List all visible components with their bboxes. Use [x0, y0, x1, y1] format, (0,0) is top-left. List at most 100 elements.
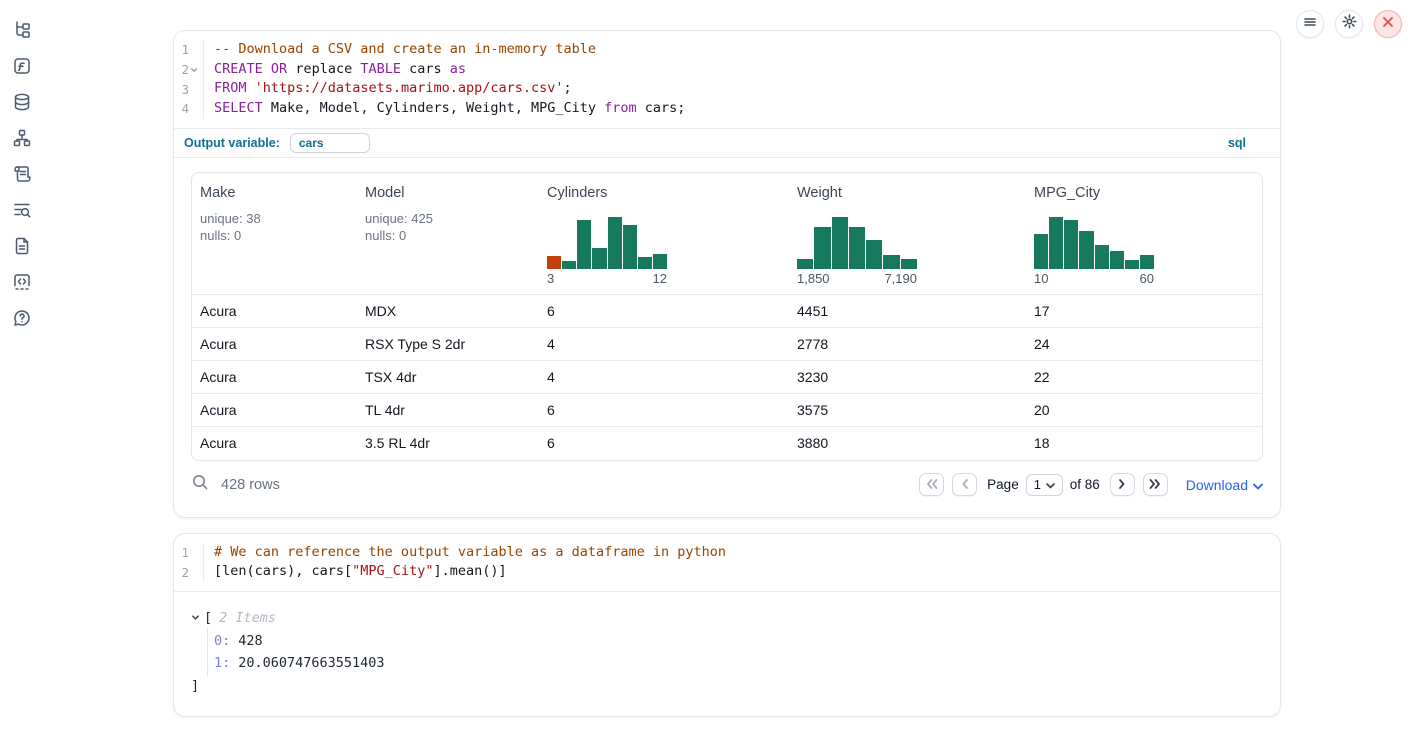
sql-editor[interactable]: 1 2 3 4 -- Download a CSV and create an … [174, 31, 1280, 129]
next-page-button[interactable] [1110, 473, 1135, 496]
hist-max-label: 12 [653, 271, 667, 286]
hist-max-label: 7,190 [884, 271, 917, 286]
column-header-cylinders[interactable]: Cylinders 3 12 [539, 173, 789, 294]
file-tree-icon [12, 20, 32, 45]
page-select[interactable]: 1 [1026, 474, 1063, 496]
histogram-bar [608, 217, 622, 269]
network-icon [12, 128, 32, 153]
entry-value: 20.060747663551403 [238, 655, 384, 671]
sidebar [0, 0, 44, 729]
settings-button[interactable] [1335, 10, 1363, 38]
nulls-stat: nulls: 0 [365, 227, 531, 244]
output-variable-label: Output variable: [184, 136, 280, 150]
python-output: [ 2 Items 0: 428 1: 20.060747663551403 ] [174, 592, 1280, 716]
prev-page-button[interactable] [952, 473, 977, 496]
sidebar-item-scratchpad[interactable] [12, 166, 32, 186]
histogram-bar [1140, 255, 1154, 269]
cylinders-histogram[interactable] [547, 213, 667, 269]
histogram-bar [1110, 251, 1124, 269]
table-row[interactable]: Acura TL 4dr 6 3575 20 [192, 394, 1262, 427]
code-box-icon [12, 272, 32, 297]
list-search-icon [12, 200, 32, 225]
column-header-model[interactable]: Model unique: 425 nulls: 0 [357, 173, 539, 294]
tree-entry[interactable]: 1: 20.060747663551403 [214, 652, 1264, 674]
histogram-bar [866, 240, 882, 269]
search-icon[interactable] [191, 473, 209, 496]
page-select-value: 1 [1034, 477, 1041, 492]
sql-code[interactable]: -- Download a CSV and create an in-memor… [204, 40, 1280, 119]
sidebar-item-file-tree[interactable] [12, 22, 32, 42]
line-number: 1 [181, 42, 189, 57]
hist-max-label: 60 [1140, 271, 1154, 286]
histogram-bar [797, 259, 813, 269]
chevron-down-icon [1253, 477, 1263, 493]
table-footer: 428 rows Page 1 of 86 [174, 461, 1280, 517]
document-icon [12, 236, 32, 261]
gear-icon [1342, 14, 1357, 34]
sidebar-item-dependency-graph[interactable] [12, 130, 32, 150]
output-variable-row: Output variable: sql [174, 129, 1280, 158]
sidebar-item-datasources[interactable] [12, 94, 32, 114]
column-header-weight[interactable]: Weight 1,850 7,190 [789, 173, 1026, 294]
line-number: 2 [181, 62, 189, 77]
sidebar-item-logs[interactable] [12, 202, 32, 222]
menu-button[interactable] [1296, 10, 1324, 38]
table-row[interactable]: Acura RSX Type S 2dr 4 2778 24 [192, 328, 1262, 361]
sidebar-item-snippets[interactable] [12, 274, 32, 294]
sidebar-item-variables[interactable] [12, 58, 32, 78]
histogram-bar [901, 259, 917, 269]
python-cell: 1 2 # We can reference the output variab… [173, 533, 1281, 717]
collapse-chevron-icon[interactable] [191, 610, 200, 626]
table-row[interactable]: Acura TSX 4dr 4 3230 22 [192, 361, 1262, 394]
python-code[interactable]: # We can reference the output variable a… [204, 543, 1280, 582]
line-number: 3 [181, 82, 189, 97]
chevron-left-icon [961, 476, 969, 494]
open-bracket: [ [204, 610, 212, 626]
pagination: Page 1 of 86 Download [919, 473, 1263, 496]
close-bracket: ] [191, 678, 199, 694]
output-variable-input[interactable] [290, 133, 370, 153]
help-icon [12, 308, 32, 333]
database-icon [12, 92, 32, 117]
histogram-bar [1125, 260, 1139, 269]
histogram-bar [1049, 217, 1063, 269]
histogram-bar [883, 255, 899, 269]
table-row[interactable]: Acura 3.5 RL 4dr 6 3880 18 [192, 427, 1262, 460]
close-button[interactable] [1374, 10, 1402, 38]
histogram-bar [1079, 231, 1093, 269]
histogram-bar [638, 257, 652, 269]
chevrons-right-icon [1149, 476, 1161, 494]
first-page-button[interactable] [919, 473, 944, 496]
scroll-icon [12, 164, 32, 189]
python-editor[interactable]: 1 2 # We can reference the output variab… [174, 534, 1280, 592]
column-header-make[interactable]: Make unique: 38 nulls: 0 [192, 173, 357, 294]
entry-key: 1: [214, 655, 230, 671]
mpg-city-histogram[interactable] [1034, 213, 1154, 269]
table-row[interactable]: Acura MDX 6 4451 17 [192, 295, 1262, 328]
hist-min-label: 3 [547, 271, 554, 286]
sidebar-item-help[interactable] [12, 310, 32, 330]
table-zone: Make unique: 38 nulls: 0 Model unique: 4… [174, 158, 1280, 461]
fold-chevron-icon[interactable] [190, 66, 199, 74]
histogram-bar [547, 256, 561, 269]
tree-items: 0: 428 1: 20.060747663551403 [207, 628, 1264, 676]
column-header-mpg-city[interactable]: MPG_City 10 60 [1026, 173, 1262, 294]
line-number-gutter: 1 2 [174, 543, 204, 582]
sidebar-item-documentation[interactable] [12, 238, 32, 258]
download-label: Download [1186, 477, 1248, 493]
weight-histogram[interactable] [797, 213, 917, 269]
histogram-bar [849, 227, 865, 269]
close-icon [1382, 15, 1394, 33]
function-icon [12, 56, 32, 81]
last-page-button[interactable] [1143, 473, 1168, 496]
result-table: Make unique: 38 nulls: 0 Model unique: 4… [191, 172, 1263, 461]
download-button[interactable]: Download [1186, 477, 1263, 493]
line-number: 2 [181, 565, 189, 580]
histogram-bar [653, 254, 667, 269]
tree-entry[interactable]: 0: 428 [214, 630, 1264, 652]
chevrons-left-icon [926, 476, 938, 494]
histogram-bar [592, 248, 606, 269]
chevron-down-icon [1046, 477, 1055, 492]
top-controls [1296, 10, 1402, 38]
histogram-bar [1095, 245, 1109, 269]
